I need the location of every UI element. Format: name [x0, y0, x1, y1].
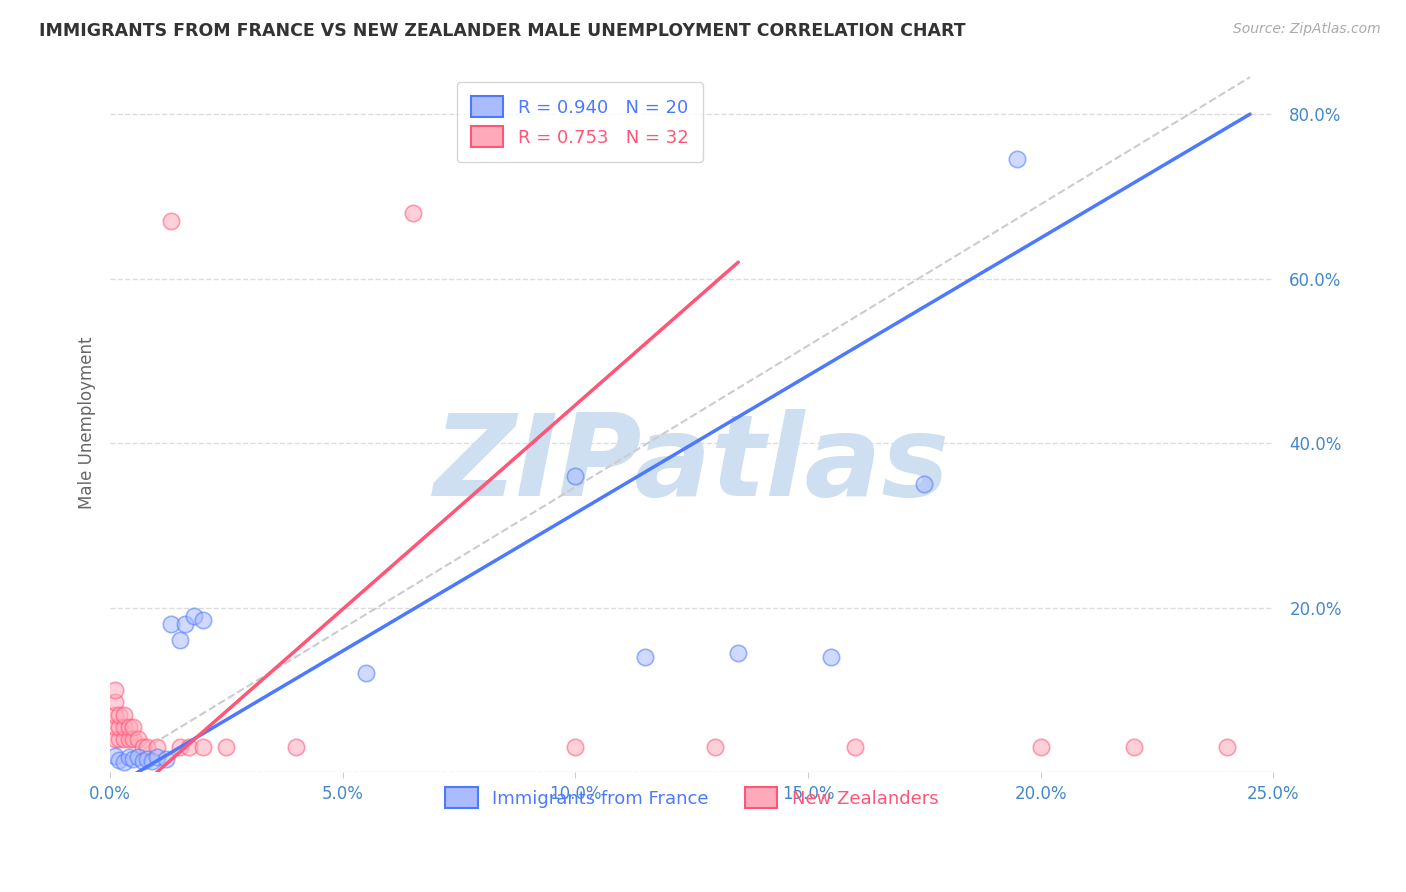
Point [169, 740, 191, 755]
Point [159, 617, 181, 632]
Point [179, 740, 201, 755]
Point [112, 755, 135, 769]
Point [108, 732, 131, 747]
Point [118, 732, 141, 747]
Text: IMMIGRANTS FROM FRANCE VS NEW ZEALANDER MALE UNEMPLOYMENT CORRELATION CHART: IMMIGRANTS FROM FRANCE VS NEW ZEALANDER … [39, 22, 966, 40]
Legend: Immigrants from France, New Zealanders: Immigrants from France, New Zealanders [437, 780, 945, 815]
Point [127, 732, 149, 747]
Text: ZIPatlas: ZIPatlas [433, 409, 950, 520]
Point [285, 740, 308, 755]
Point [122, 752, 145, 766]
Point [104, 748, 127, 763]
Point [108, 707, 131, 722]
Point [104, 707, 127, 722]
Point [173, 617, 195, 632]
Point [118, 720, 141, 734]
Point [1122, 740, 1144, 755]
Point [820, 649, 842, 664]
Point [145, 750, 167, 764]
Point [704, 740, 727, 755]
Point [118, 750, 141, 764]
Point [112, 732, 135, 747]
Point [108, 753, 131, 767]
Point [564, 740, 586, 755]
Point [155, 752, 177, 766]
Point [141, 754, 163, 768]
Point [401, 206, 423, 220]
Point [145, 740, 167, 755]
Point [634, 649, 657, 664]
Point [354, 666, 377, 681]
Point [169, 633, 191, 648]
Point [1216, 740, 1239, 755]
Point [136, 752, 159, 766]
Point [912, 477, 935, 491]
Point [127, 750, 149, 764]
Point [727, 646, 749, 660]
Point [112, 707, 135, 722]
Point [1029, 740, 1052, 755]
Point [122, 720, 145, 734]
Point [1007, 153, 1029, 167]
Point [193, 740, 215, 755]
Point [844, 740, 866, 755]
Point [159, 214, 181, 228]
Point [104, 682, 127, 697]
Point [132, 754, 155, 768]
Point [132, 740, 155, 755]
Point [136, 740, 159, 755]
Point [104, 732, 127, 747]
Point [564, 469, 586, 483]
Point [104, 695, 127, 709]
Y-axis label: Male Unemployment: Male Unemployment [79, 336, 96, 508]
Text: Source: ZipAtlas.com: Source: ZipAtlas.com [1233, 22, 1381, 37]
Point [122, 732, 145, 747]
Point [193, 613, 215, 627]
Point [183, 608, 205, 623]
Point [104, 720, 127, 734]
Point [215, 740, 238, 755]
Point [112, 720, 135, 734]
Point [108, 720, 131, 734]
